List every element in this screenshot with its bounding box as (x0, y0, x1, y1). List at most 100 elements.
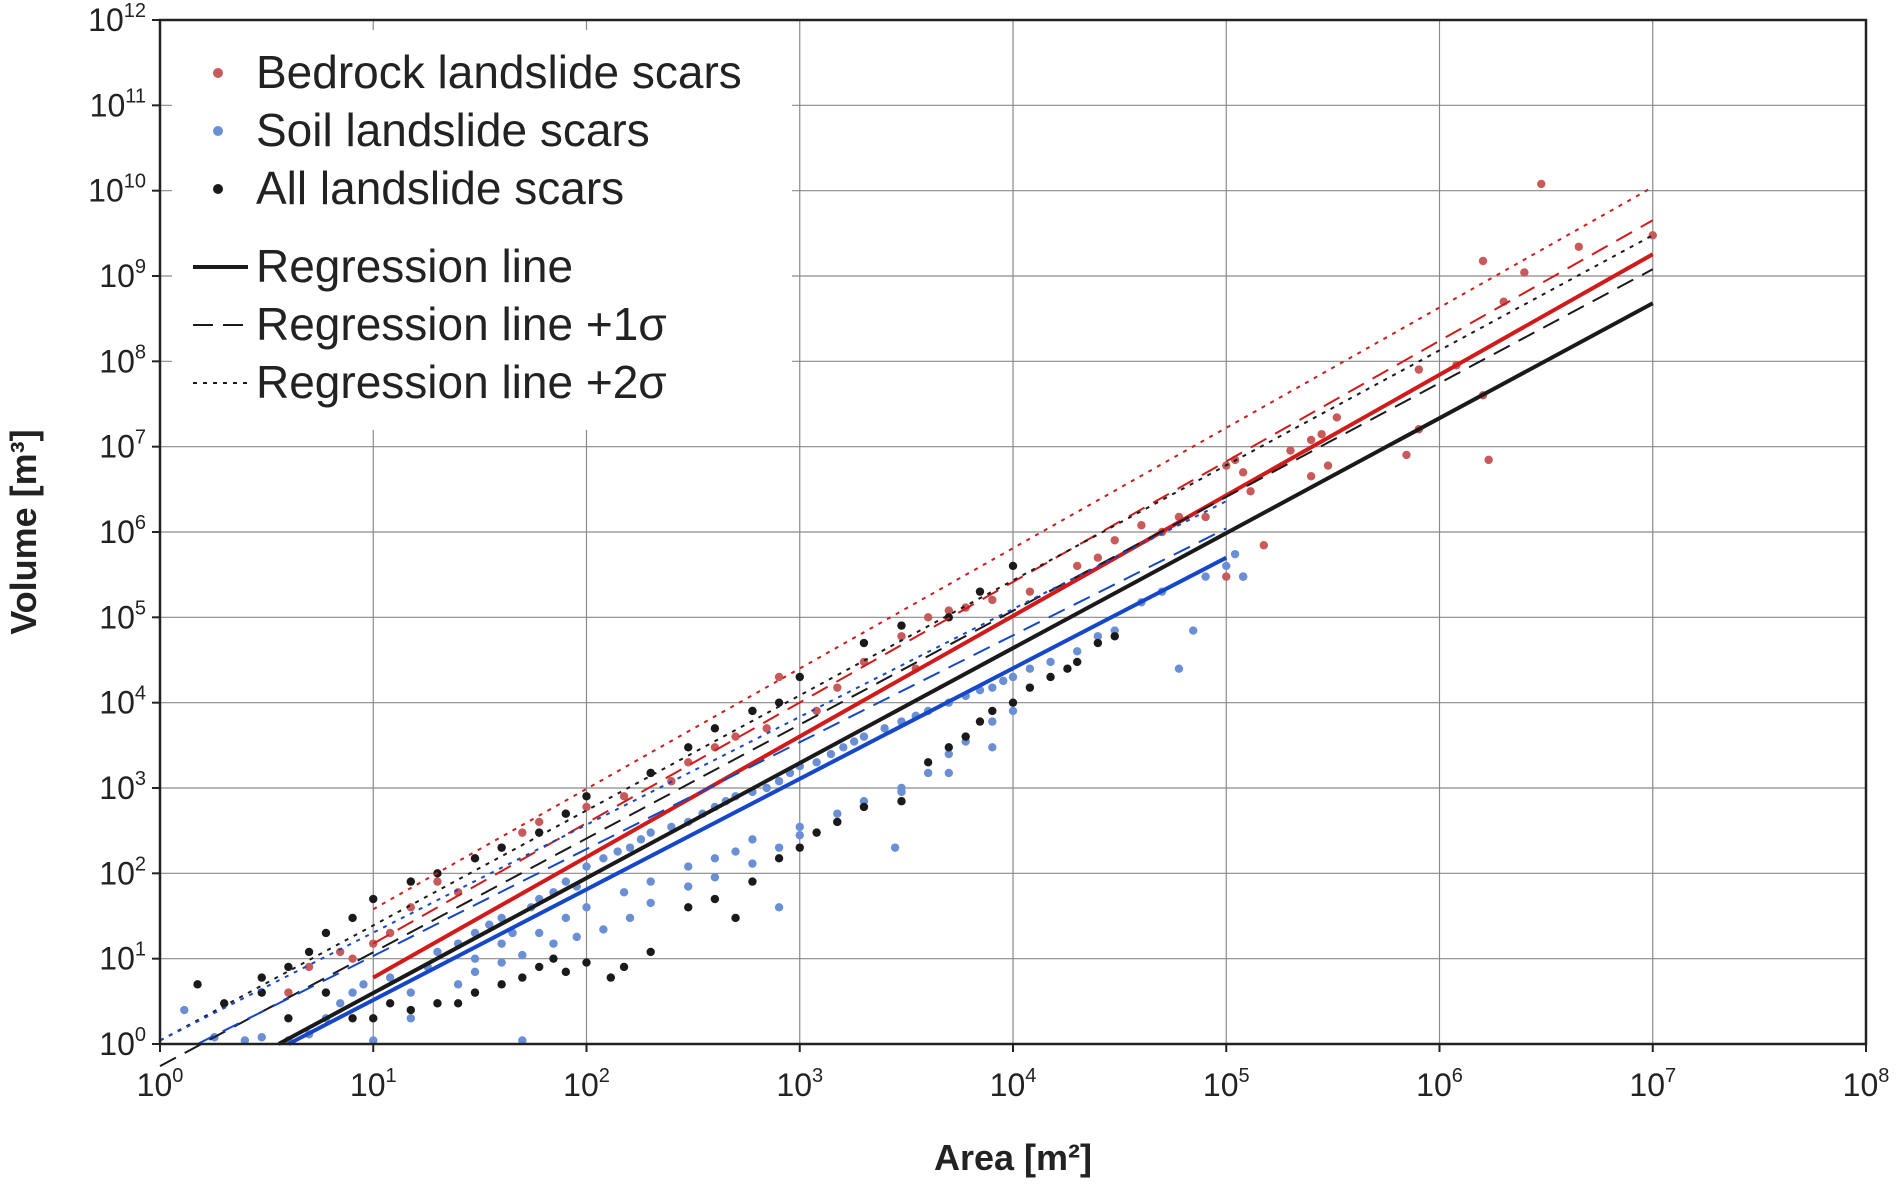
data-point (731, 847, 740, 856)
x-tick-label: 102 (563, 1065, 610, 1103)
data-point (497, 843, 506, 852)
x-tick-label: 103 (776, 1065, 823, 1103)
x-tick-label: 104 (990, 1065, 1037, 1103)
data-point (859, 638, 869, 648)
data-point (748, 706, 757, 716)
data-point (433, 999, 442, 1008)
legend: Bedrock landslide scars Soil landslide sc… (172, 30, 792, 430)
regression-line-all-dashed (159, 268, 1654, 1068)
data-point (795, 822, 804, 832)
data-point (923, 768, 933, 778)
data-point (193, 980, 202, 989)
data-point (975, 587, 985, 596)
data-point (1238, 468, 1248, 477)
data-point (284, 962, 293, 972)
data-point (988, 683, 997, 692)
regression-line-all-solid (277, 301, 1654, 1046)
data-point (406, 1005, 416, 1015)
y-tick-label: 103 (99, 768, 146, 806)
data-point (731, 732, 740, 741)
data-point (619, 962, 629, 972)
x-tick-label: 108 (1843, 1065, 1890, 1103)
data-point (304, 962, 314, 972)
data-point (625, 843, 635, 852)
data-point (369, 1014, 378, 1023)
data-point (1414, 365, 1424, 374)
data-point (897, 787, 906, 797)
data-point (321, 988, 331, 997)
data-point (636, 835, 646, 844)
data-point (348, 913, 357, 923)
data-point (497, 913, 506, 923)
y-tick-label: 107 (99, 427, 146, 465)
data-point (710, 894, 720, 904)
y-tick-label: 106 (99, 512, 146, 550)
data-point (988, 743, 997, 752)
data-point (1520, 268, 1529, 277)
data-point (1259, 541, 1269, 550)
data-point (582, 862, 591, 871)
data-point (1093, 553, 1103, 562)
data-point (1238, 572, 1248, 581)
data-point (534, 817, 544, 827)
legend-label: Regression line (256, 240, 573, 292)
data-point (359, 980, 368, 989)
data-point (762, 783, 771, 793)
y-tick-label: 1012 (88, 0, 146, 38)
data-point (1201, 512, 1210, 522)
data-point (1246, 487, 1255, 496)
data-point (348, 1014, 357, 1023)
y-tick-label: 108 (99, 341, 146, 379)
data-point (684, 882, 693, 891)
data-point (923, 758, 933, 767)
y-tick-label: 1010 (88, 171, 146, 209)
data-point (748, 877, 757, 886)
data-point (795, 672, 804, 682)
data-point (710, 873, 720, 882)
data-point (961, 732, 970, 741)
y-tick-label: 104 (99, 683, 146, 721)
data-point (1484, 455, 1493, 465)
data-point (1008, 698, 1018, 707)
data-point (774, 672, 784, 682)
data-point (625, 913, 635, 923)
data-point (684, 903, 693, 912)
data-point (304, 947, 314, 957)
data-point (599, 854, 608, 863)
data-point (833, 683, 842, 692)
data-point (619, 792, 629, 801)
legend-label: Regression line +1σ (256, 298, 667, 350)
data-point (988, 717, 997, 726)
data-point (1025, 587, 1035, 596)
data-point (1201, 572, 1210, 581)
legend-label: Soil landslide scars (256, 104, 650, 156)
data-point (561, 913, 571, 923)
data-point (710, 724, 720, 733)
regression-line-bedrock-dashed (372, 219, 1654, 945)
data-point (748, 835, 757, 844)
data-point (497, 939, 506, 948)
data-point (518, 828, 527, 837)
regression-line-bedrock-solid (372, 252, 1654, 980)
data-point (561, 809, 571, 818)
data-point (180, 1005, 189, 1015)
data-point (284, 988, 293, 997)
data-point (646, 768, 655, 778)
data-point (1093, 632, 1103, 641)
data-point (897, 632, 906, 641)
data-point (497, 980, 506, 989)
x-tick-label: 100 (137, 1065, 184, 1103)
legend-marker-dot (213, 184, 223, 194)
data-point (336, 947, 345, 957)
data-point (561, 967, 571, 977)
data-point (795, 830, 804, 840)
data-point (470, 854, 480, 863)
data-point (646, 898, 655, 908)
data-point (336, 999, 345, 1008)
regression-lines (159, 186, 1654, 1068)
regression-line-all-dotted (159, 234, 1654, 1042)
data-point (470, 954, 480, 963)
data-point (257, 1033, 266, 1042)
